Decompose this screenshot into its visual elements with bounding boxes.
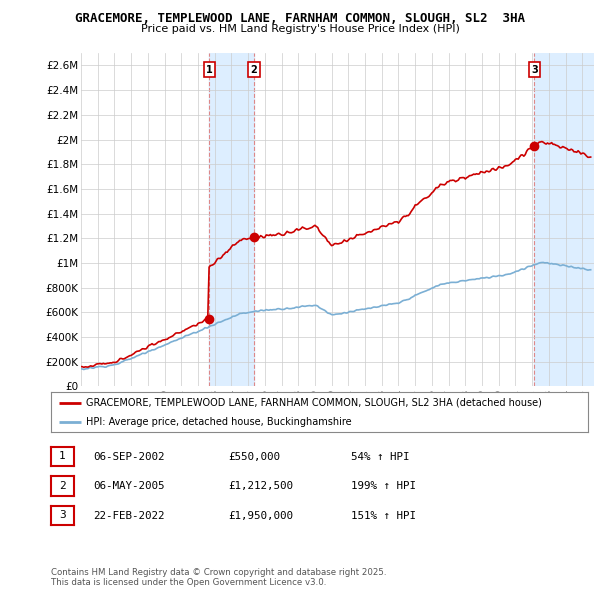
Bar — [535, 53, 594, 386]
Text: 06-MAY-2005: 06-MAY-2005 — [93, 481, 164, 491]
Text: 3: 3 — [531, 65, 538, 75]
Text: 2: 2 — [250, 65, 257, 75]
Text: 22-FEB-2022: 22-FEB-2022 — [93, 511, 164, 520]
Text: £1,212,500: £1,212,500 — [228, 481, 293, 491]
Text: 1: 1 — [206, 65, 213, 75]
Text: GRACEMORE, TEMPLEWOOD LANE, FARNHAM COMMON, SLOUGH, SL2 3HA (detached house): GRACEMORE, TEMPLEWOOD LANE, FARNHAM COMM… — [86, 398, 542, 408]
Text: £1,950,000: £1,950,000 — [228, 511, 293, 520]
Text: 1: 1 — [59, 451, 66, 461]
Text: 151% ↑ HPI: 151% ↑ HPI — [351, 511, 416, 520]
Text: HPI: Average price, detached house, Buckinghamshire: HPI: Average price, detached house, Buck… — [86, 417, 352, 427]
Text: GRACEMORE, TEMPLEWOOD LANE, FARNHAM COMMON, SLOUGH, SL2  3HA: GRACEMORE, TEMPLEWOOD LANE, FARNHAM COMM… — [75, 12, 525, 25]
Text: 2: 2 — [59, 481, 66, 491]
Bar — [209, 53, 254, 386]
Text: 3: 3 — [59, 510, 66, 520]
Text: 06-SEP-2002: 06-SEP-2002 — [93, 452, 164, 461]
Text: 199% ↑ HPI: 199% ↑ HPI — [351, 481, 416, 491]
Text: 54% ↑ HPI: 54% ↑ HPI — [351, 452, 409, 461]
Text: £550,000: £550,000 — [228, 452, 280, 461]
Text: Contains HM Land Registry data © Crown copyright and database right 2025.
This d: Contains HM Land Registry data © Crown c… — [51, 568, 386, 587]
Text: Price paid vs. HM Land Registry's House Price Index (HPI): Price paid vs. HM Land Registry's House … — [140, 24, 460, 34]
